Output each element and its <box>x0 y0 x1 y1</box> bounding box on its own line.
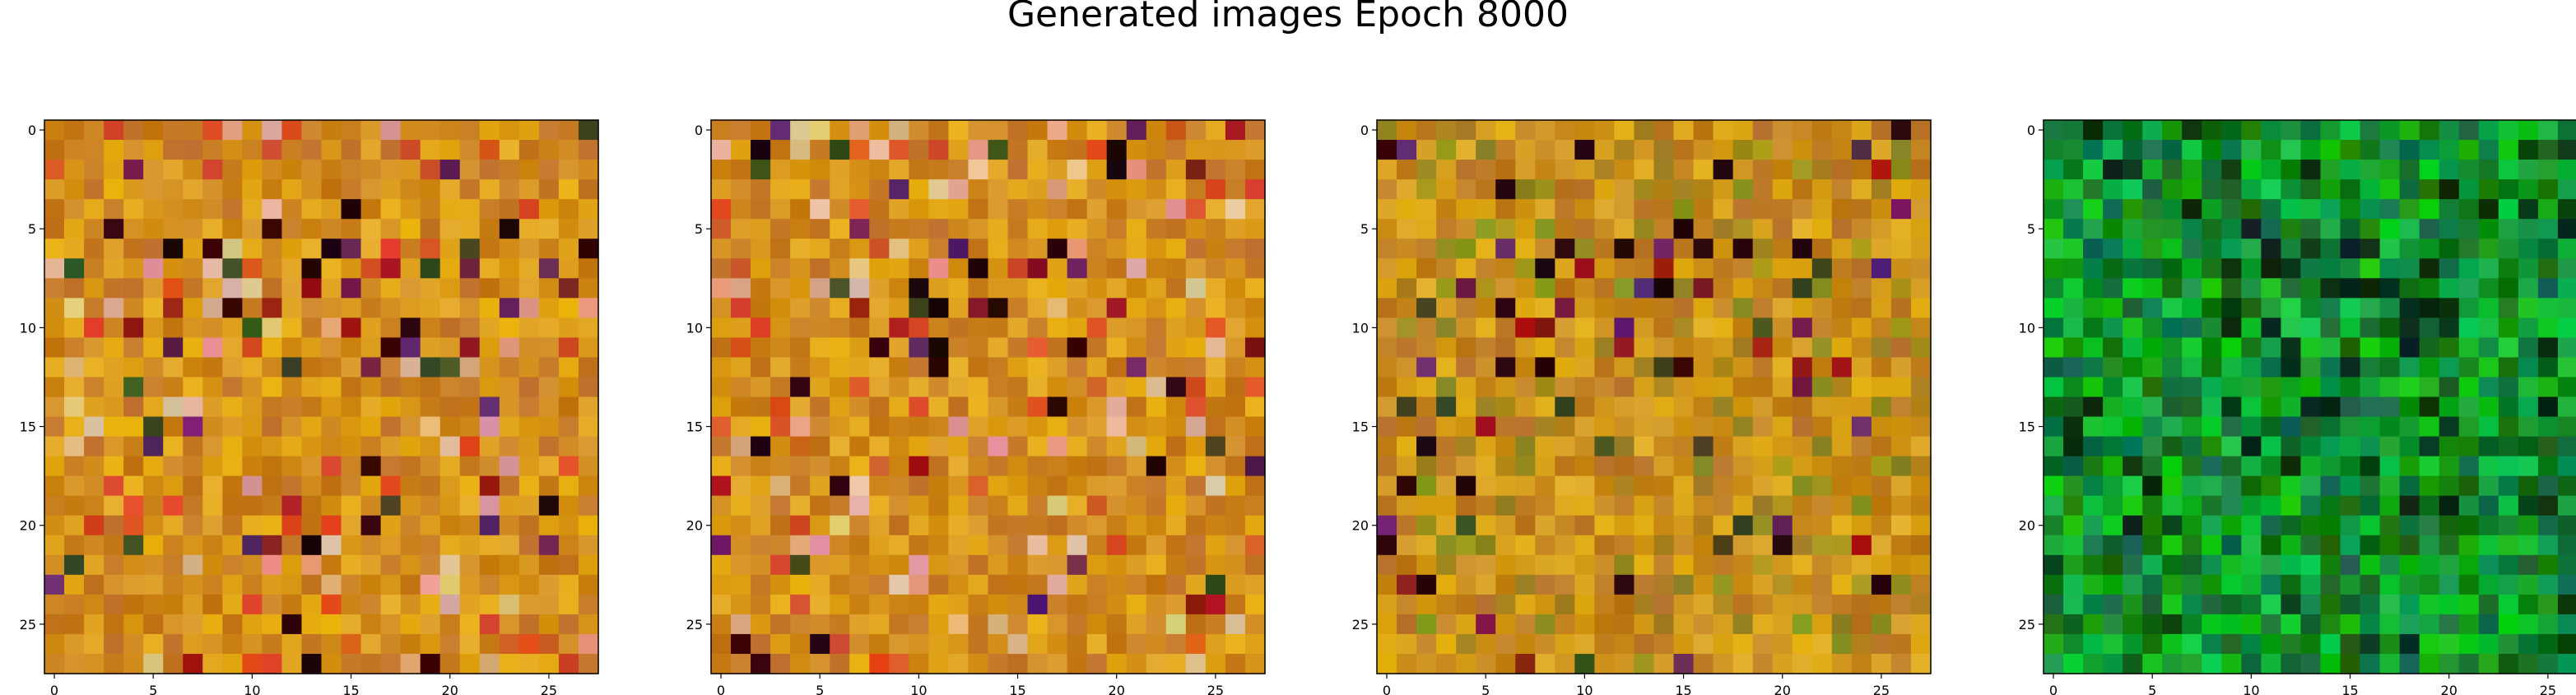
y-tick-label: 25 <box>2019 617 2035 632</box>
x-tick-label: 0 <box>50 683 58 695</box>
y-tick-label: 5 <box>1360 221 1369 237</box>
axes-frame <box>2043 119 2576 674</box>
y-tick-label: 15 <box>686 419 703 435</box>
y-tick-label: 15 <box>20 419 36 435</box>
x-tick-label: 25 <box>2540 683 2556 695</box>
x-tick-label: 10 <box>244 683 260 695</box>
y-tick-label: 10 <box>1352 320 1369 336</box>
y-tick-label: 0 <box>28 123 36 138</box>
y-tick-label: 20 <box>686 518 703 534</box>
y-tick-label: 20 <box>1352 518 1369 534</box>
x-tick-label: 20 <box>442 683 458 695</box>
y-tick-label: 25 <box>686 617 703 632</box>
y-tick-label: 0 <box>2027 123 2035 138</box>
pixel-grid <box>1377 120 1932 674</box>
y-tick-label: 25 <box>1352 617 1369 632</box>
x-tick-label: 20 <box>2441 683 2457 695</box>
y-tick-label: 0 <box>695 123 703 138</box>
x-tick-label: 10 <box>910 683 927 695</box>
x-tick-label: 0 <box>2049 683 2058 695</box>
generated-image-1: 0 5 10 15 20 25 0 5 10 15 20 25 <box>20 119 599 695</box>
y-tick-label: 5 <box>28 221 36 237</box>
figure-title: Generated images Epoch 8000 <box>1007 0 1569 35</box>
x-tick-label: 10 <box>1576 683 1593 695</box>
axes-frame <box>44 119 599 674</box>
y-tick-label: 10 <box>2019 320 2035 336</box>
y-tick-label: 25 <box>20 617 36 632</box>
pixel-grid <box>711 120 1266 674</box>
image-panel: 0 5 10 15 20 25 0 5 10 15 20 25 <box>20 0 614 695</box>
x-tick-label: 5 <box>816 683 824 695</box>
y-tick-label: 5 <box>2027 221 2035 237</box>
image-panel: 0 5 10 15 20 25 0 5 10 15 20 25 <box>1352 0 1946 695</box>
y-tick-label: 20 <box>2019 518 2035 534</box>
axes-frame <box>710 119 1266 674</box>
generated-image-4: 0 5 10 15 20 25 0 5 10 15 20 25 <box>2019 119 2576 695</box>
x-tick-label: 15 <box>1009 683 1025 695</box>
pixel-grid <box>2044 120 2576 674</box>
x-tick-label: 15 <box>342 683 359 695</box>
y-tick-label: 10 <box>686 320 703 336</box>
image-panel: 0 5 10 15 20 25 0 5 10 15 20 25 <box>686 0 1281 695</box>
generated-image-2: 0 5 10 15 20 25 0 5 10 15 20 25 <box>686 119 1266 695</box>
x-tick-label: 25 <box>1207 683 1224 695</box>
x-tick-label: 15 <box>1675 683 1691 695</box>
x-tick-label: 5 <box>1481 683 1490 695</box>
x-tick-label: 10 <box>2243 683 2259 695</box>
y-tick-label: 5 <box>695 221 703 237</box>
y-tick-label: 10 <box>20 320 36 336</box>
pixel-grid <box>44 120 599 674</box>
x-tick-label: 5 <box>2148 683 2156 695</box>
y-tick-label: 0 <box>1360 123 1369 138</box>
y-tick-label: 15 <box>1352 419 1369 435</box>
image-panel: 0 5 10 15 20 25 0 5 10 15 20 25 <box>2019 0 2576 695</box>
x-tick-label: 0 <box>1383 683 1391 695</box>
x-tick-label: 25 <box>541 683 557 695</box>
x-tick-label: 25 <box>1873 683 1890 695</box>
x-tick-label: 0 <box>717 683 725 695</box>
x-tick-label: 20 <box>1109 683 1125 695</box>
y-tick-label: 20 <box>20 518 36 534</box>
x-tick-label: 20 <box>1774 683 1791 695</box>
x-tick-label: 15 <box>2341 683 2358 695</box>
generated-image-3: 0 5 10 15 20 25 0 5 10 15 20 25 <box>1352 119 1932 695</box>
x-tick-label: 5 <box>149 683 157 695</box>
axes-frame <box>1376 119 1932 674</box>
y-tick-label: 15 <box>2019 419 2035 435</box>
